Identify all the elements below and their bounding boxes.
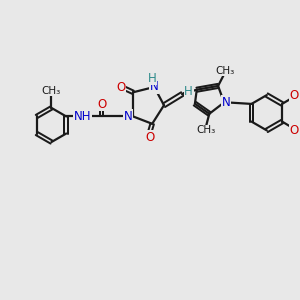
Text: O: O (97, 98, 106, 111)
Text: NH: NH (74, 110, 91, 123)
Text: O: O (290, 124, 299, 137)
Text: H: H (184, 85, 193, 98)
Text: H: H (148, 72, 156, 85)
Text: O: O (145, 131, 154, 144)
Text: CH₃: CH₃ (197, 125, 216, 135)
Text: N: N (221, 96, 230, 109)
Text: N: N (150, 80, 159, 94)
Text: O: O (290, 88, 299, 102)
Text: CH₃: CH₃ (42, 86, 61, 96)
Text: CH₃: CH₃ (215, 66, 234, 76)
Text: N: N (124, 110, 133, 123)
Text: O: O (116, 81, 125, 94)
